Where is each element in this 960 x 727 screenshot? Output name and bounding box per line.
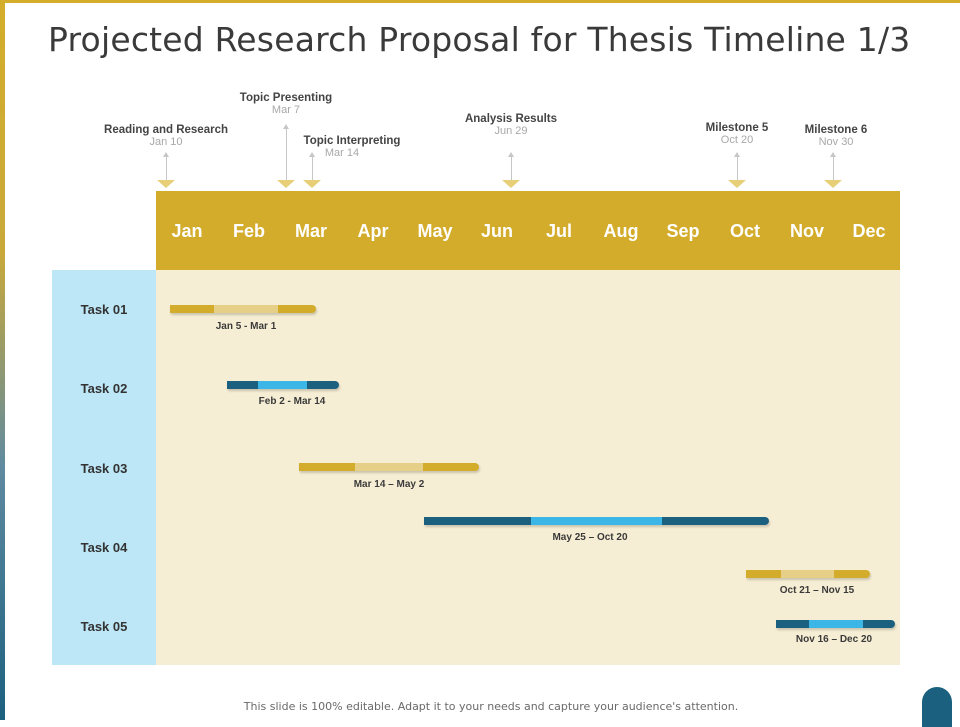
task-column bbox=[52, 270, 156, 665]
milestone-label: Analysis Results bbox=[464, 113, 558, 125]
month-mar: Mar bbox=[294, 221, 327, 241]
month-may: May bbox=[417, 221, 453, 241]
milestone-date: Mar 14 bbox=[324, 147, 360, 159]
task-label-01: Task 01 bbox=[80, 302, 128, 317]
month-sep: Sep bbox=[666, 221, 700, 241]
task-range-03: Mar 14 – May 2 bbox=[353, 479, 425, 490]
task-range-05: Oct 21 – Nov 15 bbox=[779, 585, 855, 596]
milestone-1: Reading and Research Jan 10 bbox=[104, 124, 228, 148]
milestone-3: Topic Interpreting Mar 14 bbox=[304, 135, 401, 159]
milestone-label: Milestone 6 bbox=[804, 124, 868, 136]
task-bar-03 bbox=[299, 463, 479, 471]
task-bar-06 bbox=[776, 620, 895, 628]
milestone-2: Topic Presenting Mar 7 bbox=[240, 92, 332, 116]
milestone-arrow-icon bbox=[156, 152, 176, 188]
task-bar-05 bbox=[746, 570, 870, 578]
task-range-04: May 25 – Oct 20 bbox=[552, 532, 628, 543]
task-range-02: Feb 2 - Mar 14 bbox=[258, 396, 326, 407]
milestone-arrow-icon bbox=[276, 124, 296, 188]
month-oct: Oct bbox=[729, 221, 760, 241]
milestone-date: Jun 29 bbox=[494, 125, 528, 137]
month-jun: Jun bbox=[480, 221, 513, 241]
milestone-arrow-icon bbox=[823, 152, 843, 188]
task-label-05: Task 05 bbox=[80, 619, 128, 634]
task-label-04: Task 04 bbox=[80, 540, 128, 555]
slide-title: Projected Research Proposal for Thesis T… bbox=[48, 20, 911, 59]
top-accent-line bbox=[5, 0, 960, 3]
milestone-date: Nov 30 bbox=[818, 136, 854, 148]
milestone-date: Jan 10 bbox=[149, 136, 183, 148]
month-aug: Aug bbox=[603, 221, 639, 241]
milestone-label: Topic Interpreting bbox=[303, 135, 401, 147]
milestone-arrow-icon bbox=[501, 152, 521, 188]
month-feb: Feb bbox=[232, 221, 265, 241]
milestone-5: Milestone 5 Oct 20 bbox=[706, 122, 769, 146]
footer-note: This slide is 100% editable. Adapt it to… bbox=[243, 700, 739, 713]
task-range-01: Jan 5 - Mar 1 bbox=[215, 321, 277, 332]
task-label-03: Task 03 bbox=[80, 461, 128, 476]
corner-tab bbox=[922, 687, 952, 727]
milestone-label: Reading and Research bbox=[104, 124, 228, 136]
month-apr: Apr bbox=[357, 221, 389, 241]
month-header: Jan Feb Mar Apr May Jun Jul Aug Sep Oct … bbox=[156, 191, 900, 270]
task-bar-04 bbox=[424, 517, 769, 525]
task-bar-01 bbox=[170, 305, 316, 313]
milestone-label: Milestone 5 bbox=[705, 122, 769, 134]
milestone-label: Topic Presenting bbox=[239, 92, 333, 104]
milestone-4: Analysis Results Jun 29 bbox=[465, 113, 557, 137]
task-label-02: Task 02 bbox=[80, 381, 128, 396]
milestone-date: Oct 20 bbox=[720, 134, 754, 146]
milestone-date: Mar 7 bbox=[271, 104, 301, 116]
month-dec: Dec bbox=[852, 221, 886, 241]
month-nov: Nov bbox=[789, 221, 824, 241]
milestone-arrow-icon bbox=[302, 152, 322, 188]
milestone-arrow-icon bbox=[727, 152, 747, 188]
side-accent-stripe bbox=[0, 0, 5, 720]
month-jan: Jan bbox=[171, 221, 203, 241]
milestone-6: Milestone 6 Nov 30 bbox=[805, 124, 868, 148]
month-jul: Jul bbox=[545, 221, 572, 241]
timeline-area bbox=[156, 270, 900, 665]
task-range-06: Nov 16 – Dec 20 bbox=[795, 634, 873, 645]
task-bar-02 bbox=[227, 381, 339, 389]
